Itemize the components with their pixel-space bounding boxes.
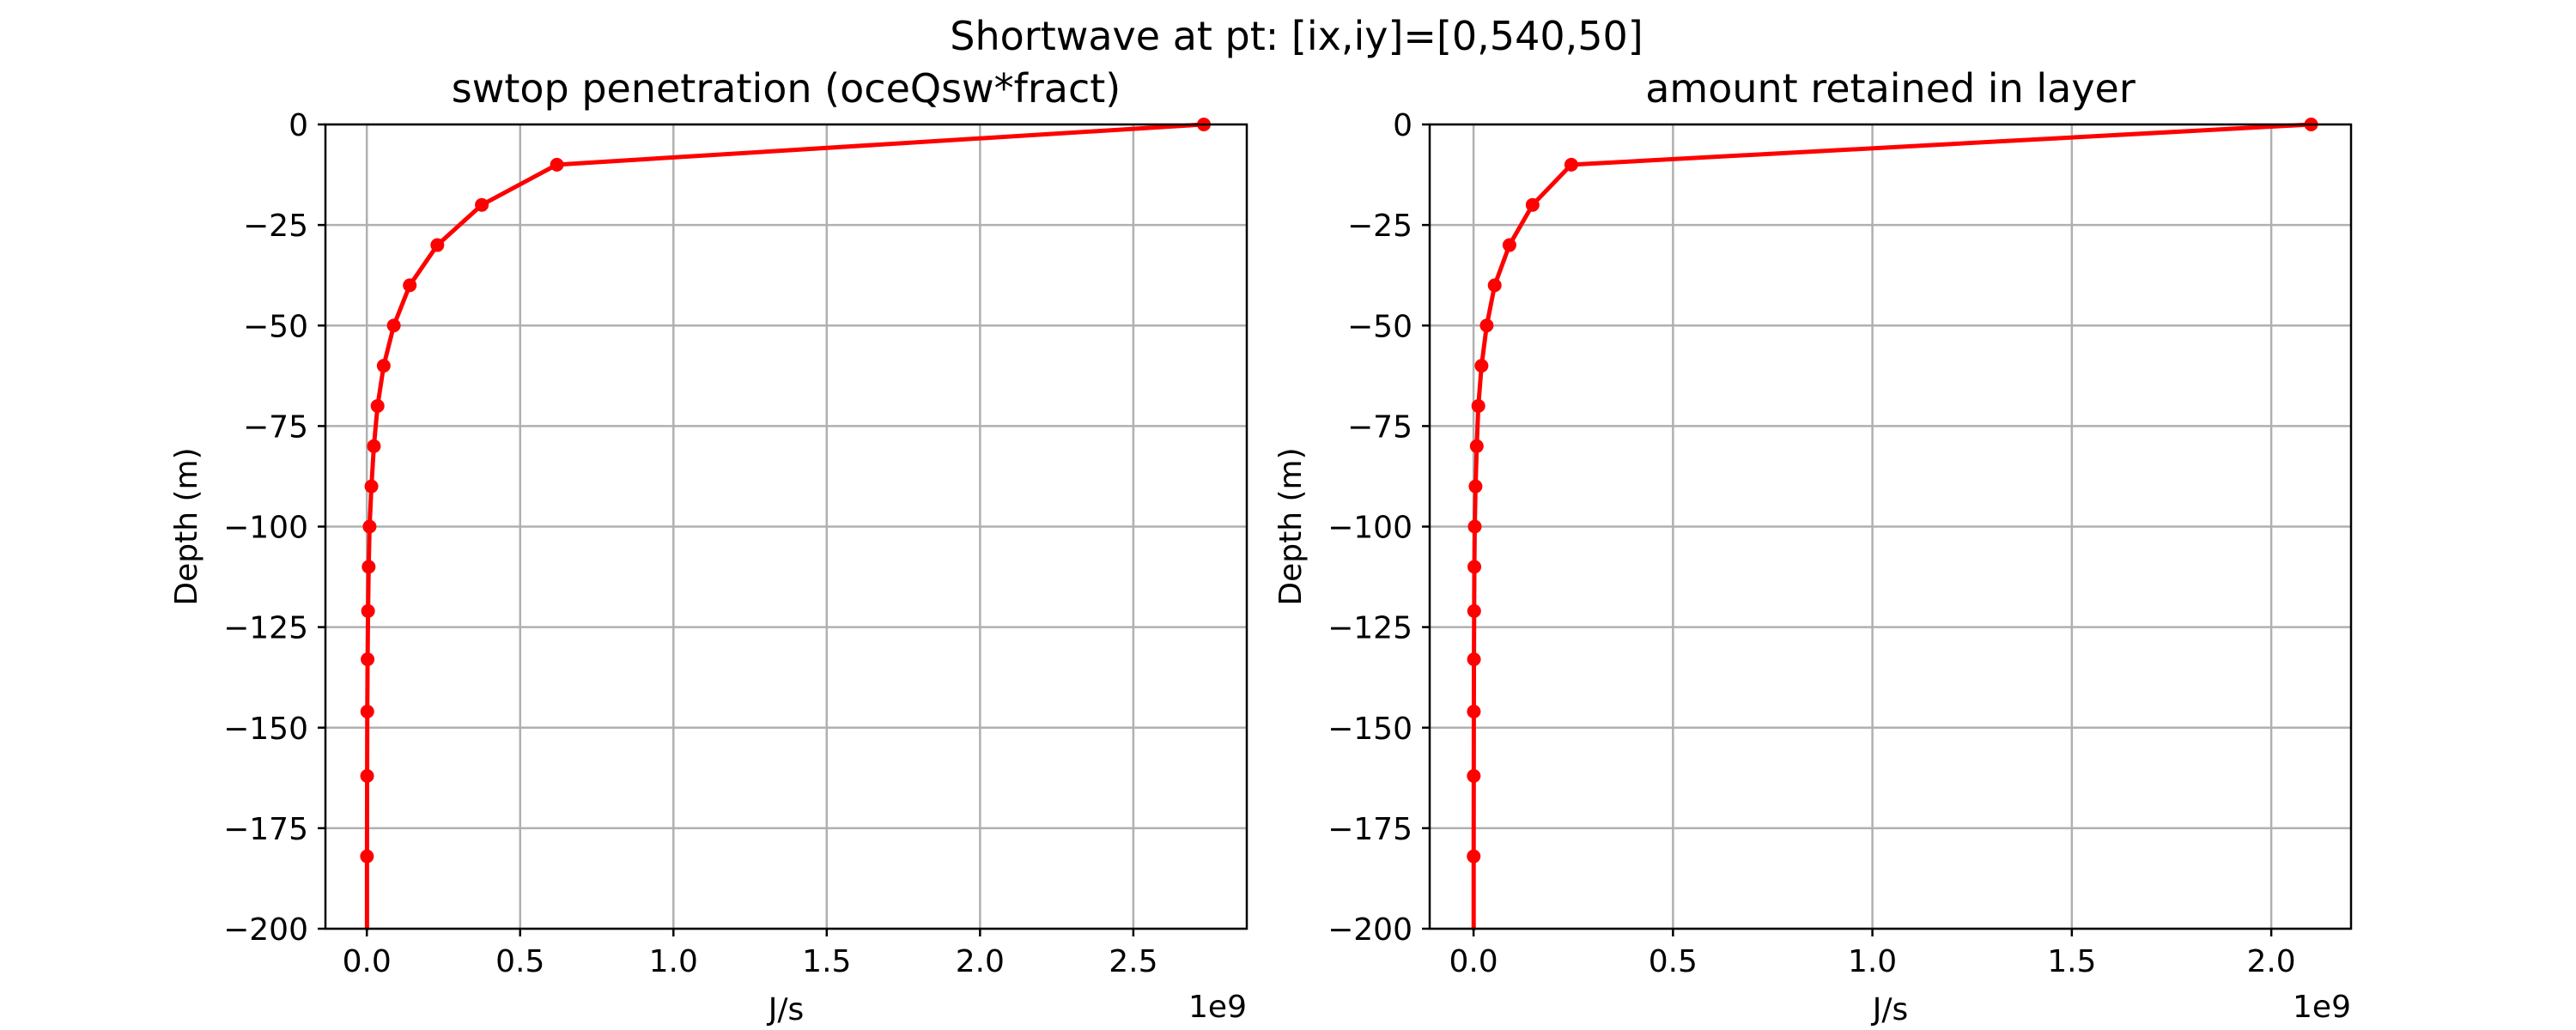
figure-suptitle: Shortwave at pt: [ix,iy]=[0,540,50]	[950, 13, 1643, 59]
amount-retained-data-point-3	[1502, 238, 1516, 252]
amount-retained-data-point-5	[1479, 318, 1494, 333]
amount-retained-data-point-13	[1467, 652, 1481, 667]
amount-retained-ytick-label-7: −175	[1327, 812, 1413, 847]
swtop-penetration-data-point-11	[361, 560, 376, 574]
amount-retained-xtick-label-1: 0.5	[1649, 944, 1698, 979]
swtop-penetration-ytick-label-8: −200	[223, 912, 308, 948]
swtop-penetration-ylabel: Depth (m)	[169, 447, 204, 605]
amount-retained-data-point-8	[1469, 439, 1484, 453]
amount-retained-data-point-11	[1467, 560, 1482, 574]
amount-retained-data-point-1	[1564, 157, 1578, 172]
amount-retained-ytick-label-1: −25	[1347, 209, 1413, 244]
swtop-penetration-data-point-8	[367, 439, 381, 453]
swtop-penetration-xlabel: J/s	[767, 992, 805, 1027]
amount-retained-data-point-4	[1487, 278, 1502, 293]
swtop-penetration-xtick-label-5: 2.5	[1109, 944, 1157, 979]
swtop-penetration-xtick-label-3: 1.5	[802, 944, 851, 979]
swtop-penetration-ytick-label-3: −75	[243, 409, 308, 445]
swtop-penetration-data-point-7	[370, 398, 385, 413]
swtop-penetration-ytick-label-2: −50	[243, 309, 308, 344]
swtop-penetration-ytick-label-6: −150	[223, 712, 308, 747]
swtop-penetration-xtick-label-0: 0.0	[343, 944, 392, 979]
swtop-penetration-data-point-3	[430, 238, 445, 252]
swtop-penetration-data-point-4	[403, 278, 417, 293]
amount-retained-ylabel: Depth (m)	[1273, 447, 1309, 605]
amount-retained-xtick-label-3: 1.5	[2047, 944, 2096, 979]
amount-retained-xtick-label-2: 1.0	[1848, 944, 1897, 979]
amount-retained-data-point-6	[1474, 359, 1489, 373]
amount-retained-series-line-0	[1471, 122, 2314, 931]
amount-retained-data-point-7	[1471, 398, 1485, 413]
swtop-penetration-xtick-label-2: 1.0	[649, 944, 698, 979]
amount-retained-x-offset-label: 1e9	[2293, 990, 2351, 1025]
amount-retained-ytick-label-4: −100	[1327, 511, 1413, 546]
amount-retained-ytick-label-3: −75	[1347, 409, 1413, 445]
amount-retained-data-point-12	[1467, 603, 1481, 618]
amount-retained-ytick-label-8: −200	[1327, 912, 1413, 948]
swtop-penetration-series-line-0	[364, 122, 1206, 931]
swtop-penetration-data-point-12	[361, 603, 375, 618]
swtop-penetration-xtick-label-4: 2.0	[956, 944, 1005, 979]
swtop-penetration-xtick-label-1: 0.5	[495, 944, 544, 979]
swtop-penetration-data-point-6	[376, 359, 391, 373]
swtop-penetration-ytick-label-0: 0	[289, 108, 308, 143]
amount-retained-xlabel: J/s	[1871, 992, 1909, 1027]
swtop-penetration-data-point-2	[475, 197, 489, 212]
amount-retained-ytick-label-0: 0	[1393, 108, 1413, 143]
amount-retained-ytick-label-2: −50	[1347, 309, 1413, 344]
amount-retained-ytick-label-5: −125	[1327, 611, 1413, 646]
amount-retained-data-point-10	[1467, 519, 1482, 534]
amount-retained-ytick-label-6: −150	[1327, 712, 1413, 747]
plot-swtop-penetration: 0.0 0.5 1.0 1.5 2.0 2.5 0 −25 −50 −75 −100 −125 −150…	[169, 65, 1249, 1027]
swtop-penetration-data-point-14	[360, 705, 374, 719]
swtop-penetration-data-point-15	[360, 768, 374, 783]
swtop-penetration-ytick-label-4: −100	[223, 511, 308, 546]
amount-retained-data-point-9	[1468, 479, 1483, 494]
swtop-penetration-x-offset-label: 1e9	[1188, 990, 1247, 1025]
amount-retained-xtick-label-4: 2.0	[2246, 944, 2295, 979]
amount-retained-data-point-16	[1467, 849, 1481, 863]
amount-retained-xtick-label-0: 0.0	[1449, 944, 1498, 979]
swtop-penetration-ytick-label-5: −125	[223, 611, 308, 646]
swtop-penetration-data-point-5	[386, 318, 401, 333]
amount-retained-data-point-14	[1467, 705, 1481, 719]
amount-retained-data-point-2	[1525, 197, 1540, 212]
swtop-penetration-title: swtop penetration (oceQsw*fract)	[452, 65, 1121, 112]
swtop-penetration-ytick-label-7: −175	[223, 812, 308, 847]
amount-retained-data-point-15	[1467, 768, 1481, 783]
plot-amount-retained: 0.0 0.5 1.0 1.5 2.0 0 −25 −50 −75 −100 −125 −150 −17…	[1273, 65, 2353, 1027]
swtop-penetration-data-point-16	[360, 849, 374, 863]
swtop-penetration-data-point-13	[361, 652, 375, 667]
amount-retained-title: amount retained in layer	[1645, 65, 2136, 112]
swtop-penetration-data-point-9	[364, 479, 379, 494]
swtop-penetration-data-point-1	[550, 157, 564, 172]
swtop-penetration-data-point-10	[362, 519, 377, 534]
swtop-penetration-ytick-label-1: −25	[243, 209, 308, 244]
